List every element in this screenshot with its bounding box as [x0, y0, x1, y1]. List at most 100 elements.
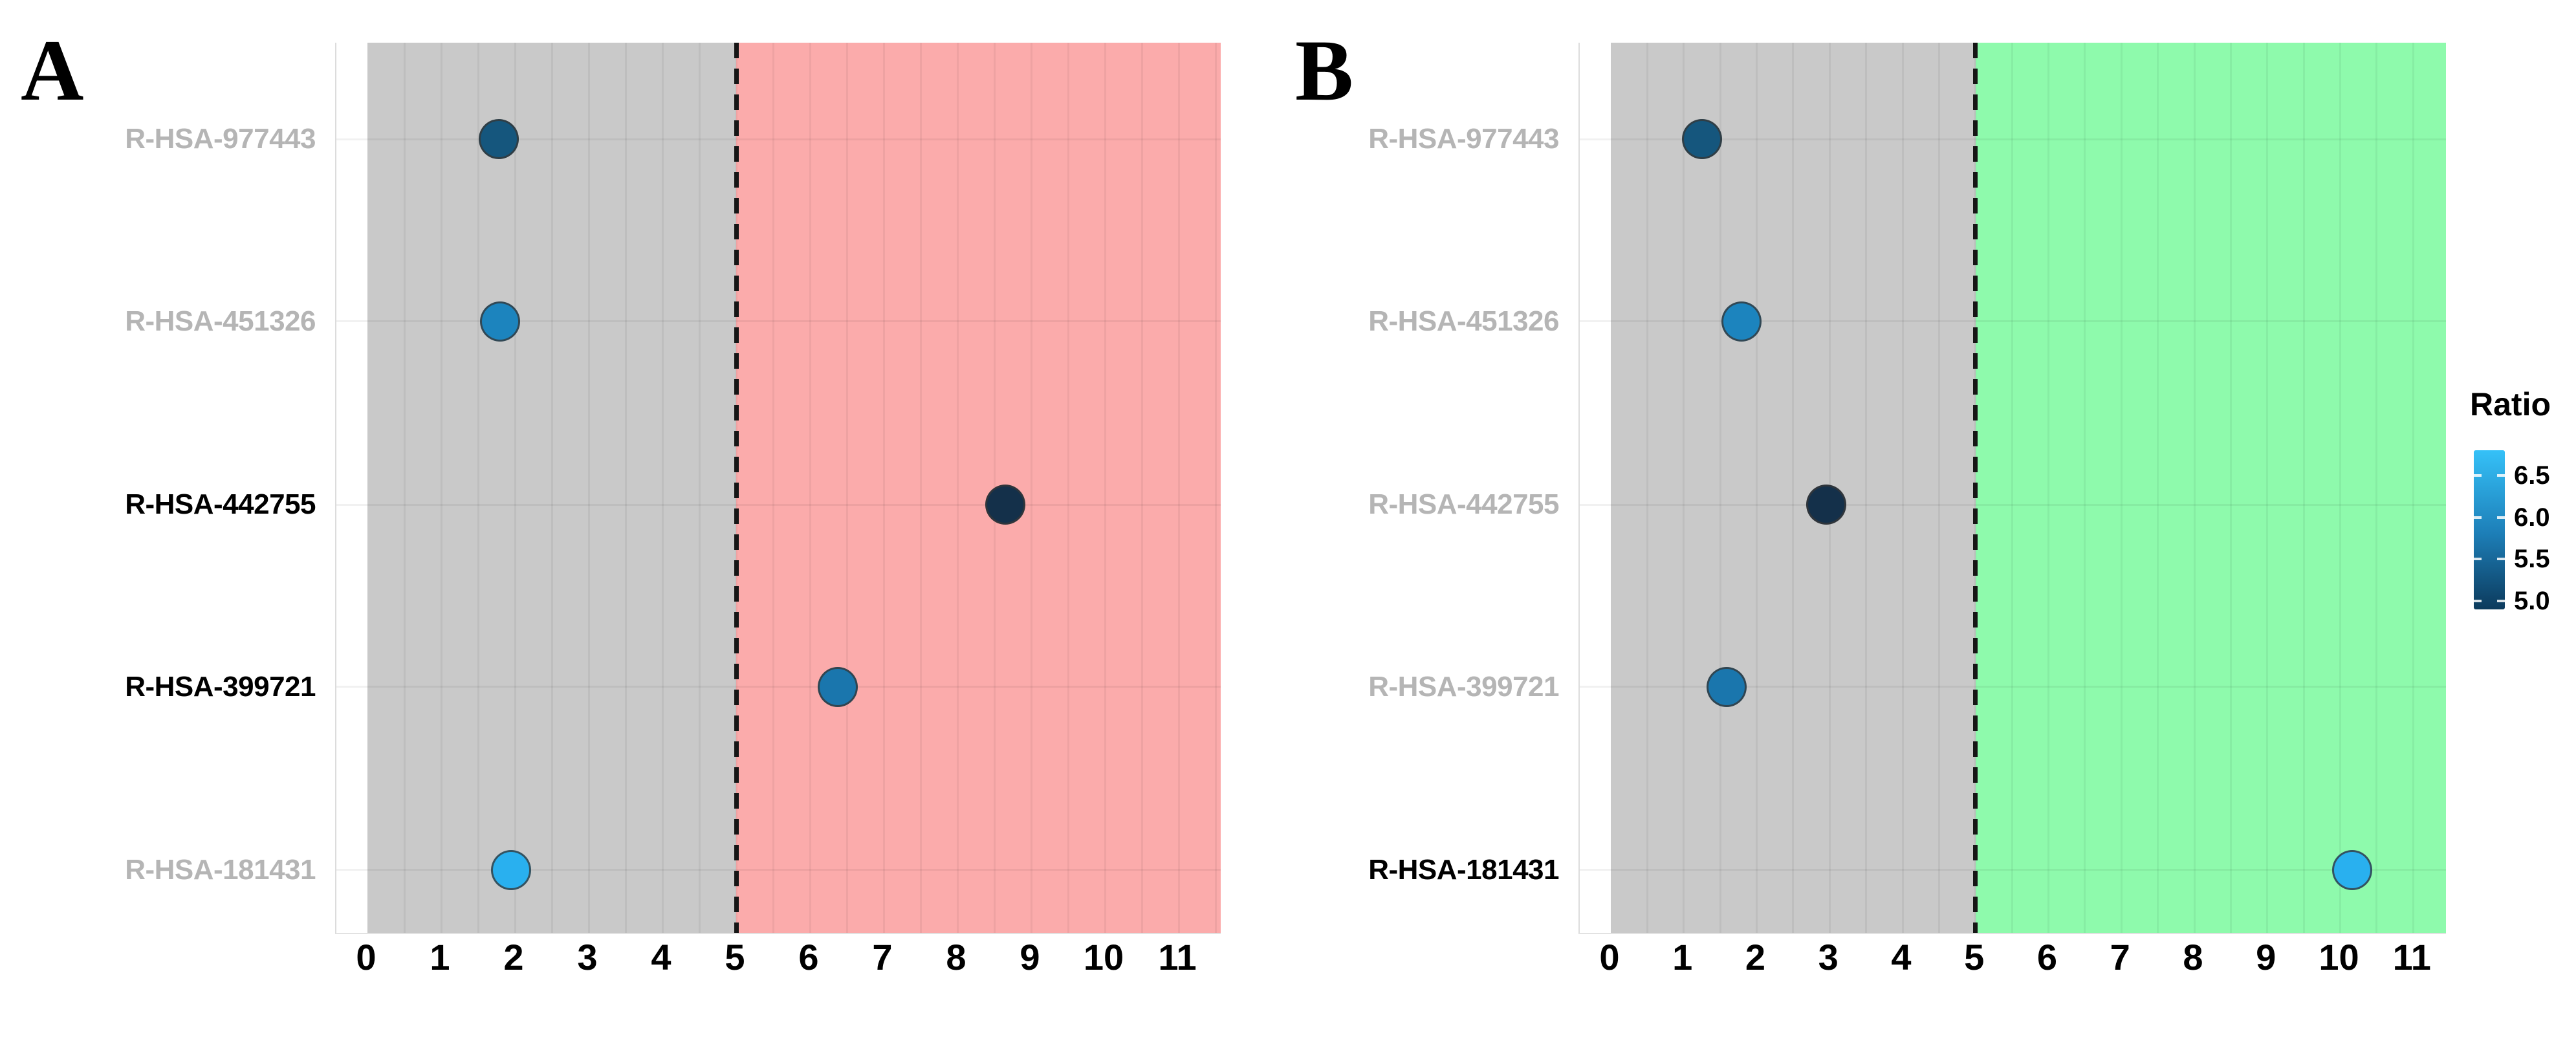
grid-line-vertical	[477, 43, 479, 933]
grid-line-vertical	[772, 43, 774, 933]
ratio-legend: Ratio 6.5 6.0 5.5 5.0	[2458, 388, 2576, 660]
grid-line-vertical	[2157, 43, 2159, 933]
grid-line-vertical	[2047, 43, 2049, 933]
grid-line-vertical	[2412, 43, 2414, 933]
baseline-region	[1611, 43, 1976, 933]
grid-line-vertical	[514, 43, 516, 933]
grid-line-vertical	[440, 43, 442, 933]
legend-notch-left	[2474, 516, 2482, 519]
grid-line-vertical	[1756, 43, 1758, 933]
data-point-R-HSA-181431	[491, 849, 532, 890]
legend-notch-left	[2474, 600, 2482, 603]
data-point-R-HSA-977443	[1681, 119, 1722, 160]
panel-b-letter: B	[1295, 23, 1354, 119]
grid-line-vertical	[2193, 43, 2196, 933]
baseline-region	[367, 43, 736, 933]
grid-line-horizontal	[336, 686, 1221, 688]
x-tick-label-b-3: 3	[1818, 937, 1839, 977]
grid-line-horizontal	[336, 320, 1221, 323]
data-point-R-HSA-977443	[478, 119, 519, 160]
grid-line-vertical	[809, 43, 811, 933]
grid-line-vertical	[587, 43, 590, 933]
x-tick-label-a-0: 0	[356, 937, 377, 977]
data-point-R-HSA-399721	[1707, 666, 1747, 707]
grid-line-vertical	[1067, 43, 1069, 933]
data-point-R-HSA-399721	[818, 666, 858, 707]
x-tick-label-b-10: 10	[2319, 937, 2359, 977]
grid-line-vertical	[2266, 43, 2269, 933]
grid-line-vertical	[2120, 43, 2123, 933]
grid-line-vertical	[1792, 43, 1795, 933]
grid-line-vertical	[1683, 43, 1685, 933]
grid-line-vertical	[2011, 43, 2013, 933]
grid-line-vertical	[551, 43, 553, 933]
y-axis-label-R-HSA-442755: R-HSA-442755	[125, 488, 316, 520]
grid-line-vertical	[403, 43, 406, 933]
grid-line-vertical	[698, 43, 701, 933]
legend-tick-6.0: 6.0	[2514, 503, 2550, 532]
threshold-line	[1973, 43, 1978, 933]
x-tick-label-a-4: 4	[651, 937, 671, 977]
legend-tick-6.5: 6.5	[2514, 461, 2550, 490]
legend-notch-right	[2497, 558, 2505, 561]
data-point-R-HSA-181431	[2331, 849, 2372, 890]
x-tick-label-a-5: 5	[725, 937, 745, 977]
grid-line-horizontal	[1580, 869, 2446, 871]
grid-line-vertical	[2339, 43, 2341, 933]
panel-a-letter: A	[21, 23, 84, 119]
panel-a-plot	[335, 43, 1221, 934]
grid-line-horizontal	[1580, 320, 2446, 323]
highlight-region	[736, 43, 1221, 933]
data-point-R-HSA-442755	[1806, 485, 1846, 525]
x-tick-label-b-9: 9	[2256, 937, 2276, 977]
x-tick-label-a-6: 6	[798, 937, 819, 977]
grid-line-vertical	[1141, 43, 1143, 933]
x-tick-label-a-1: 1	[430, 937, 450, 977]
legend-tick-5.5: 5.5	[2514, 545, 2550, 574]
x-tick-label-b-7: 7	[2110, 937, 2130, 977]
x-tick-label-b-8: 8	[2183, 937, 2203, 977]
grid-line-vertical	[1177, 43, 1180, 933]
grid-line-vertical	[624, 43, 627, 933]
grid-line-vertical	[882, 43, 885, 933]
grid-line-vertical	[1104, 43, 1106, 933]
legend-notch-left	[2474, 558, 2482, 561]
x-tick-label-a-8: 8	[946, 937, 966, 977]
x-tick-label-a-9: 9	[1020, 937, 1040, 977]
x-tick-label-a-7: 7	[872, 937, 893, 977]
x-tick-label-b-11: 11	[2392, 937, 2431, 977]
grid-line-vertical	[1030, 43, 1032, 933]
x-tick-label-b-1: 1	[1672, 937, 1693, 977]
y-axis-label-R-HSA-451326: R-HSA-451326	[125, 305, 316, 337]
legend-notch-right	[2497, 516, 2505, 519]
y-axis-label-R-HSA-181431: R-HSA-181431	[125, 853, 316, 886]
x-tick-label-a-11: 11	[1158, 937, 1197, 977]
grid-line-vertical	[1937, 43, 1940, 933]
y-axis-label-R-HSA-977443: R-HSA-977443	[1368, 123, 1559, 155]
x-tick-label-b-2: 2	[1745, 937, 1766, 977]
grid-line-vertical	[846, 43, 848, 933]
legend-title: Ratio	[2470, 386, 2551, 422]
x-tick-label-a-3: 3	[577, 937, 598, 977]
x-tick-label-b-6: 6	[2036, 937, 2058, 977]
grid-line-vertical	[1214, 43, 1217, 933]
y-axis-label-R-HSA-977443: R-HSA-977443	[125, 123, 316, 155]
grid-line-vertical	[661, 43, 664, 933]
grid-line-horizontal	[336, 869, 1221, 871]
grid-line-vertical	[2084, 43, 2086, 933]
highlight-region	[1975, 43, 2446, 933]
data-point-R-HSA-451326	[480, 301, 521, 342]
y-axis-label-R-HSA-399721: R-HSA-399721	[1368, 670, 1559, 703]
grid-line-horizontal	[336, 138, 1221, 140]
x-tick-label-a-10: 10	[1083, 937, 1124, 977]
legend-colorbar	[2474, 450, 2505, 609]
grid-line-vertical	[1719, 43, 1721, 933]
grid-line-horizontal	[1580, 686, 2446, 688]
data-point-R-HSA-451326	[1721, 301, 1762, 342]
grid-line-horizontal	[336, 503, 1221, 506]
grid-line-vertical	[919, 43, 922, 933]
legend-tick-5.0: 5.0	[2514, 587, 2550, 616]
threshold-line	[734, 43, 739, 933]
panel-b-plot	[1578, 43, 2446, 934]
